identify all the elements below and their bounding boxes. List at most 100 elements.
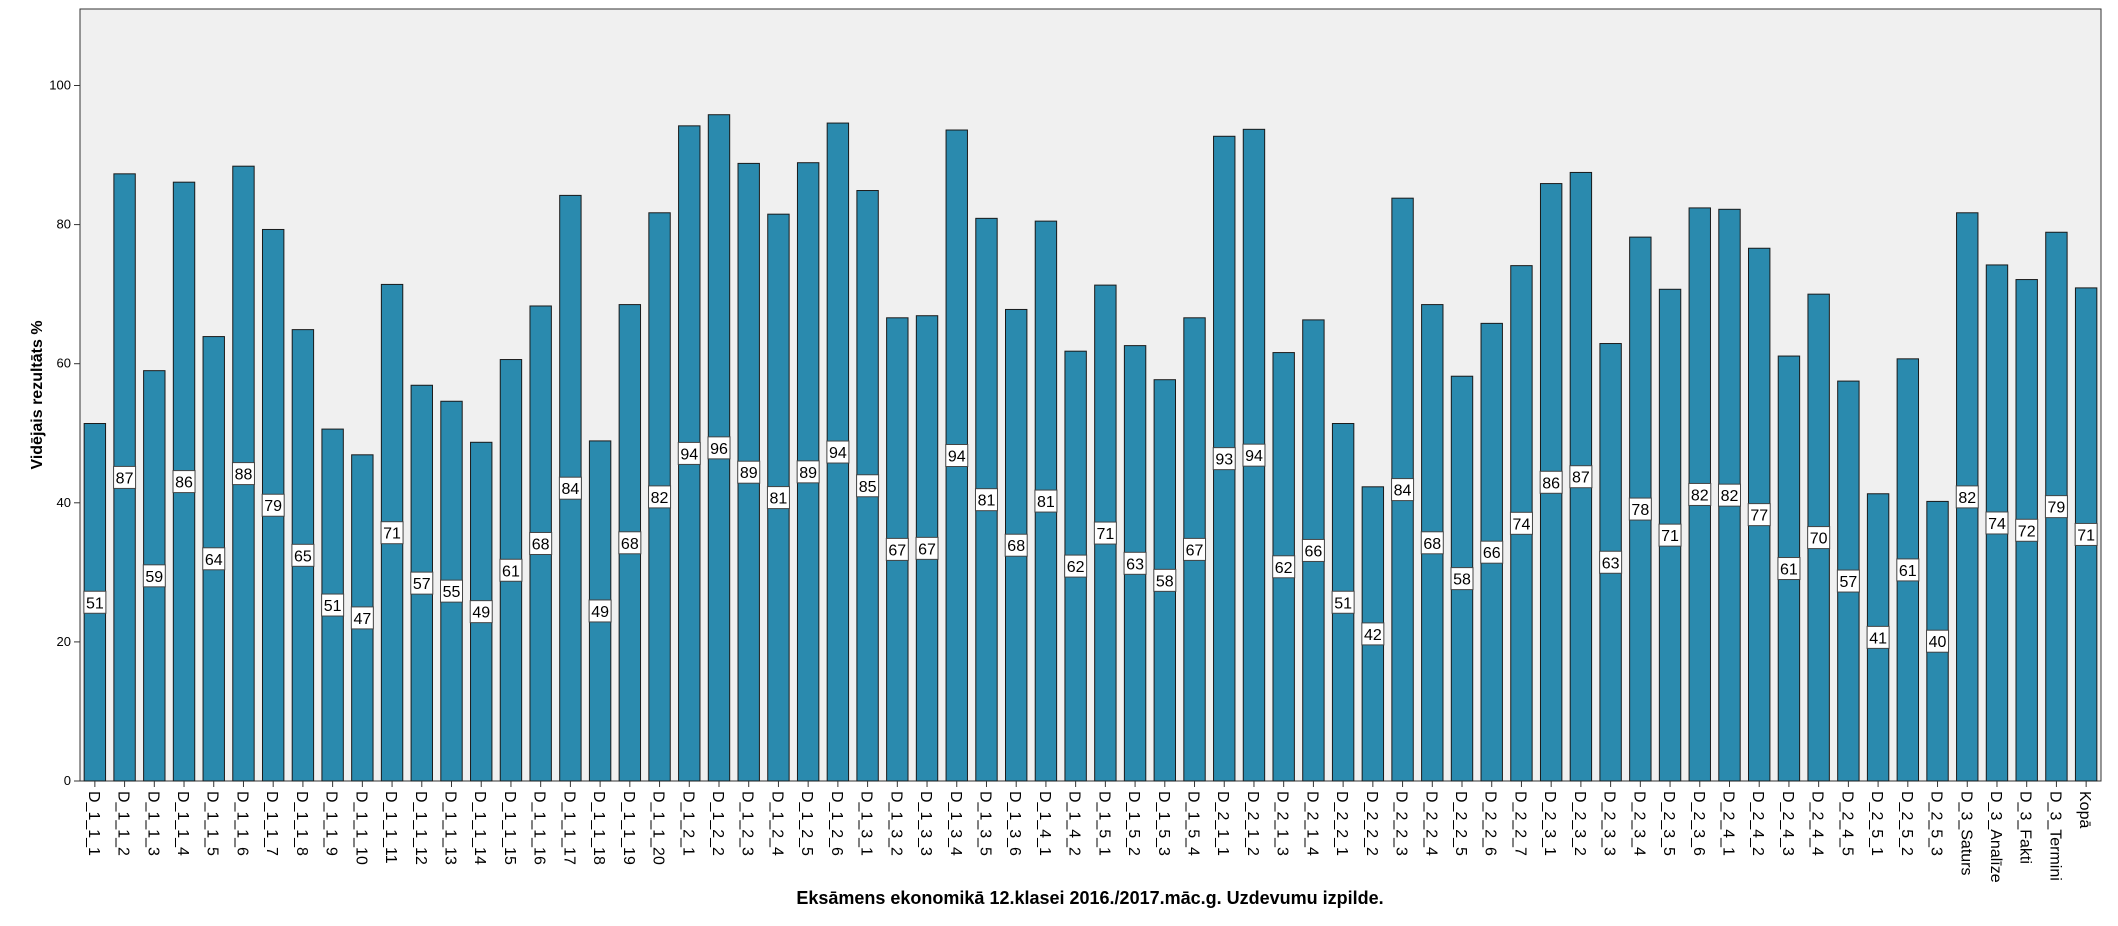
data-label: 65 xyxy=(294,548,312,565)
data-label: 82 xyxy=(651,490,669,507)
data-label-box xyxy=(1688,482,1712,506)
data-label: 67 xyxy=(1186,542,1204,559)
x-tick-label: D_2_4_5 xyxy=(1838,791,1855,856)
data-label-box xyxy=(1658,523,1682,547)
data-label: 57 xyxy=(413,576,431,593)
data-label: 68 xyxy=(621,536,639,553)
data-label-box xyxy=(558,476,582,500)
x-tick-label: D_1_3_2 xyxy=(887,791,904,856)
data-label-box xyxy=(1034,489,1058,513)
data-label: 66 xyxy=(1305,543,1323,560)
x-tick-label: D_2_1_1 xyxy=(1214,791,1231,856)
x-tick-label: D_1_2_6 xyxy=(828,791,845,856)
data-label: 55 xyxy=(443,584,461,601)
x-tick-label: Kopā xyxy=(2076,791,2093,828)
data-label-box xyxy=(1509,511,1533,535)
x-tick-label: D_1_1_20 xyxy=(650,791,667,865)
data-label: 59 xyxy=(145,569,163,586)
x-tick-label: D_1_5_1 xyxy=(1095,791,1112,856)
data-label-box xyxy=(1093,521,1117,545)
x-tick-label: D_1_1_4 xyxy=(174,791,191,856)
x-tick-label: D_2_5_1 xyxy=(1868,791,1885,856)
data-label: 61 xyxy=(1780,562,1798,579)
x-tick-label: D_1_2_4 xyxy=(768,791,785,856)
data-label-box xyxy=(410,571,434,595)
data-label: 71 xyxy=(1096,526,1114,543)
data-label: 81 xyxy=(978,493,996,510)
data-label: 58 xyxy=(1453,572,1471,589)
data-label: 51 xyxy=(86,595,104,612)
x-tick-label: D_1_5_4 xyxy=(1185,791,1202,856)
x-tick-label: D_2_3_1 xyxy=(1541,791,1558,856)
y-tick-label: 20 xyxy=(57,634,71,649)
data-label: 87 xyxy=(116,470,134,487)
x-tick-label: D_2_1_2 xyxy=(1244,791,1261,856)
data-label: 62 xyxy=(1067,559,1085,576)
data-label-box xyxy=(2044,495,2068,519)
data-label-box xyxy=(380,521,404,545)
x-tick-label: D_1_1_12 xyxy=(412,791,429,865)
x-tick-label: D_1_4_1 xyxy=(1036,791,1053,856)
data-label: 89 xyxy=(740,465,758,482)
x-tick-label: D_2_4_1 xyxy=(1719,791,1736,856)
data-label: 68 xyxy=(532,536,550,553)
data-label-box xyxy=(529,531,553,555)
data-label-box xyxy=(1985,511,2009,535)
x-tick-label: D_3_Saturs xyxy=(1957,791,1974,876)
x-tick-label: D_1_2_5 xyxy=(798,791,815,856)
data-label-box xyxy=(1896,558,1920,582)
data-label: 42 xyxy=(1364,627,1382,644)
data-label: 58 xyxy=(1156,573,1174,590)
data-label-box xyxy=(1807,526,1831,550)
y-tick-label: 80 xyxy=(57,217,71,232)
data-label: 82 xyxy=(1691,487,1709,504)
x-tick-label: D_2_3_2 xyxy=(1571,791,1588,856)
data-label-box xyxy=(885,537,909,561)
x-tick-label: D_2_4_3 xyxy=(1779,791,1796,856)
x-tick-label: D_2_3_5 xyxy=(1660,791,1677,856)
data-label-box xyxy=(1123,551,1147,575)
data-label: 82 xyxy=(1721,488,1739,505)
x-axis-title: Eksāmens ekonomikā 12.klasei 2016./2017.… xyxy=(796,888,1383,908)
data-label-box xyxy=(231,462,255,486)
data-label-box xyxy=(1777,557,1801,581)
x-tick-label: D_1_1_14 xyxy=(471,791,488,865)
data-label: 63 xyxy=(1126,556,1144,573)
data-label-box xyxy=(1926,629,1950,653)
data-label: 84 xyxy=(561,481,579,498)
data-label-box xyxy=(945,444,969,468)
data-label: 66 xyxy=(1483,545,1501,562)
data-label-box xyxy=(1064,554,1088,578)
y-tick-label: 0 xyxy=(64,773,71,788)
x-tick-label: D_1_1_19 xyxy=(620,791,637,865)
data-label: 96 xyxy=(710,441,728,458)
y-tick-label: 40 xyxy=(57,495,71,510)
x-tick-label: D_1_3_5 xyxy=(976,791,993,856)
data-label-box xyxy=(1272,555,1296,579)
data-label: 51 xyxy=(1334,595,1352,612)
y-tick-label: 100 xyxy=(49,78,71,93)
data-label: 68 xyxy=(1007,538,1025,555)
data-label: 93 xyxy=(1215,452,1233,469)
data-label: 63 xyxy=(1602,555,1620,572)
x-tick-label: D_1_1_13 xyxy=(442,791,459,865)
data-label: 79 xyxy=(2048,500,2066,517)
x-tick-label: D_2_5_3 xyxy=(1928,791,1945,856)
data-label-box xyxy=(469,600,493,624)
data-label: 86 xyxy=(175,475,193,492)
data-label: 78 xyxy=(1631,502,1649,519)
data-label-box xyxy=(1153,568,1177,592)
data-label-box xyxy=(1628,497,1652,521)
x-tick-label: D_1_1_10 xyxy=(352,791,369,865)
data-label: 71 xyxy=(1661,528,1679,545)
x-tick-label: D_2_2_3 xyxy=(1393,791,1410,856)
x-tick-label: D_1_5_2 xyxy=(1125,791,1142,856)
data-label: 82 xyxy=(1958,490,1976,507)
data-label: 87 xyxy=(1572,470,1590,487)
data-label: 86 xyxy=(1542,475,1560,492)
x-tick-label: D_1_1_17 xyxy=(560,791,577,865)
data-label: 51 xyxy=(324,598,342,615)
x-tick-label: D_1_1_7 xyxy=(263,791,280,856)
data-label-box xyxy=(291,543,315,567)
